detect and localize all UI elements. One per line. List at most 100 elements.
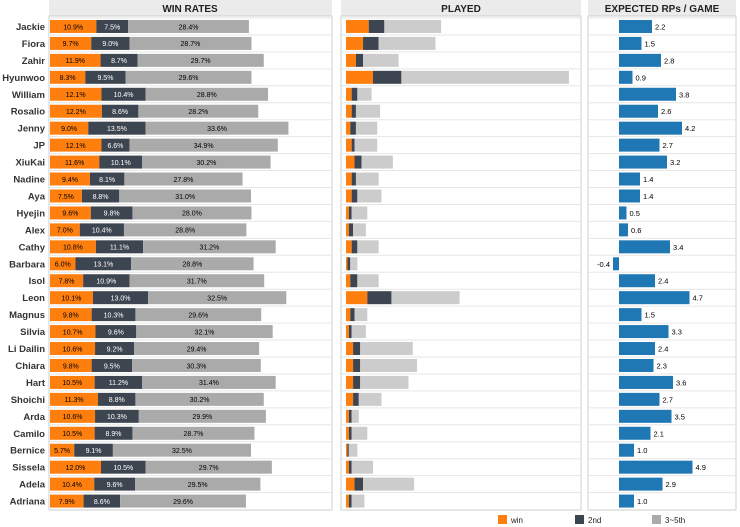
winrate-data-label: 9.8% bbox=[104, 211, 120, 218]
winrate-data-label: 10.3% bbox=[104, 312, 124, 319]
winrate-data-label: 28.2% bbox=[188, 109, 208, 116]
winrate-bar-2nd bbox=[79, 223, 124, 237]
played-bar-2nd bbox=[348, 223, 354, 237]
category-label: Bernice bbox=[10, 446, 45, 457]
winrate-bar-rest bbox=[129, 36, 252, 50]
rp-bar bbox=[619, 460, 693, 474]
category-label: Zahir bbox=[22, 56, 46, 67]
played-bar-win bbox=[346, 494, 349, 508]
rp-data-label: 2.2 bbox=[655, 22, 665, 31]
played-bar-2nd bbox=[351, 87, 358, 101]
played-bar-2nd bbox=[348, 206, 352, 220]
winrate-data-label: 30.2% bbox=[190, 397, 210, 404]
played-bar-win bbox=[346, 325, 349, 339]
winrate-data-label: 10.8% bbox=[63, 245, 83, 252]
winrate-bar-rest bbox=[135, 392, 264, 406]
played-bar-2nd bbox=[347, 443, 349, 457]
rp-bar bbox=[619, 70, 633, 84]
rp-title: EXPECTED RPs / GAME bbox=[605, 4, 720, 15]
winrate-bar-rest bbox=[132, 358, 261, 372]
winrate-bar-rest bbox=[138, 104, 259, 118]
winrate-data-label: 9.8% bbox=[63, 363, 79, 370]
played-bar-rest bbox=[361, 155, 393, 169]
rp-bar bbox=[619, 426, 651, 440]
winrate-bar-win bbox=[50, 426, 95, 440]
rp-bar bbox=[619, 87, 676, 101]
category-label: Nadine bbox=[13, 175, 45, 186]
played-bar-2nd bbox=[368, 19, 385, 33]
played-bar-rest bbox=[357, 240, 379, 254]
winrate-bar-rest bbox=[148, 291, 287, 305]
winrate-data-label: 8.6% bbox=[94, 499, 110, 506]
winrate-data-label: 31.0% bbox=[175, 194, 195, 201]
winrate-data-label: 12.1% bbox=[66, 92, 86, 99]
winrate-bar-win bbox=[50, 36, 92, 50]
rp-data-label: 0.6 bbox=[631, 226, 641, 235]
rp-bar bbox=[619, 291, 690, 305]
played-bar-2nd bbox=[348, 325, 352, 339]
played-bar-2nd bbox=[350, 121, 356, 135]
played-bar-rest bbox=[351, 409, 359, 423]
winrate-bar-win bbox=[50, 443, 75, 457]
rp-bar bbox=[619, 308, 642, 322]
winrate-data-label: 29.6% bbox=[173, 499, 193, 506]
winrate-data-label: 28.7% bbox=[181, 41, 201, 48]
played-bar-win bbox=[346, 274, 351, 288]
category-label: Arda bbox=[23, 412, 45, 423]
winrate-data-label: 10.6% bbox=[63, 414, 83, 421]
rp-data-label: 2.9 bbox=[666, 480, 676, 489]
category-label: Camilo bbox=[13, 429, 45, 440]
played-bar-win bbox=[346, 342, 354, 356]
winrate-bar-2nd bbox=[94, 375, 143, 389]
rp-bar bbox=[619, 206, 627, 220]
rp-data-label: 1.5 bbox=[645, 311, 655, 320]
winrate-data-label: 10.4% bbox=[114, 92, 134, 99]
played-bar-2nd bbox=[348, 426, 352, 440]
winrate-bar-2nd bbox=[91, 358, 133, 372]
played-bar-win bbox=[346, 36, 364, 50]
winrate-data-label: 31.2% bbox=[199, 245, 219, 252]
winrate-data-label: 7.0% bbox=[57, 228, 73, 235]
winrate-bar-win bbox=[50, 87, 102, 101]
winrate-bar-2nd bbox=[74, 443, 113, 457]
played-bar-rest bbox=[351, 426, 368, 440]
played-bar-rest bbox=[360, 342, 413, 356]
rp-data-label: 2.1 bbox=[654, 429, 664, 438]
winrate-bar-2nd bbox=[95, 325, 137, 339]
winrate-bar-2nd bbox=[94, 477, 135, 491]
played-bar-win bbox=[346, 70, 373, 84]
grid-layer bbox=[49, 17, 736, 511]
category-label: Silvia bbox=[20, 327, 46, 338]
rp-bar bbox=[619, 494, 634, 508]
winrate-bar-rest bbox=[124, 172, 243, 186]
winrate-data-label: 10.1% bbox=[111, 160, 131, 167]
played-bar-win bbox=[346, 104, 352, 118]
played-bar-2nd bbox=[348, 460, 352, 474]
winrate-data-label: 34.9% bbox=[194, 143, 214, 150]
winrate-data-label: 28.7% bbox=[184, 431, 204, 438]
rp-bar bbox=[619, 155, 667, 169]
played-bar-2nd bbox=[353, 358, 361, 372]
winrate-bar-win bbox=[50, 291, 93, 305]
winrate-bar-win bbox=[50, 274, 84, 288]
category-label: Sissela bbox=[12, 463, 45, 474]
rp-bar bbox=[619, 342, 655, 356]
winrate-data-label: 29.6% bbox=[179, 75, 199, 82]
winrate-bar-win bbox=[50, 138, 102, 152]
rp-data-label: 2.7 bbox=[663, 395, 673, 404]
rp-bar bbox=[619, 325, 669, 339]
rp-bar bbox=[619, 19, 652, 33]
winrate-data-label: 30.2% bbox=[196, 160, 216, 167]
winrate-data-label: 9.1% bbox=[86, 448, 102, 455]
played-bar-win bbox=[346, 375, 354, 389]
rp-data-label: 1.5 bbox=[645, 39, 655, 48]
winrate-data-label: 8.8% bbox=[93, 194, 109, 201]
winrate-data-label: 10.3% bbox=[107, 414, 127, 421]
winrate-data-label: 31.7% bbox=[187, 279, 207, 286]
rp-data-label: 2.4 bbox=[658, 277, 668, 286]
winrate-data-label: 10.1% bbox=[62, 295, 82, 302]
played-bar-2nd bbox=[353, 392, 359, 406]
winrate-bar-2nd bbox=[90, 206, 133, 220]
played-bar-rest bbox=[363, 53, 399, 67]
winrate-bar-rest bbox=[145, 121, 289, 135]
